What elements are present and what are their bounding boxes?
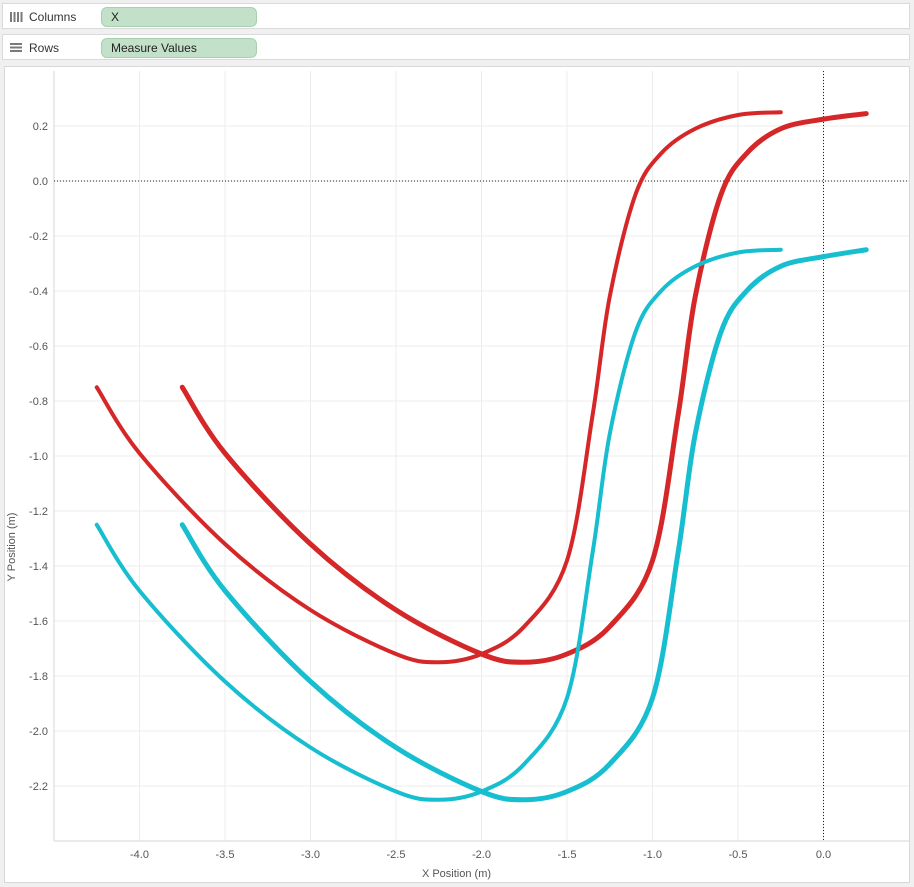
- y-tick-label: -0.4: [29, 286, 48, 298]
- y-tick-label: -1.8: [29, 671, 48, 683]
- x-tick-label: -4.0: [130, 849, 149, 861]
- rows-shelf-label: Rows: [9, 39, 59, 57]
- x-tick-label: -2.5: [387, 849, 406, 861]
- y-axis-title: Y Position (m): [6, 513, 18, 582]
- y-tick-label: -1.2: [29, 506, 48, 518]
- columns-label-text: Columns: [29, 10, 76, 24]
- y-tick-label: -2.2: [29, 781, 48, 793]
- rows-pill-measure-values[interactable]: Measure Values: [101, 38, 257, 58]
- series-line-2[interactable]: [182, 114, 866, 663]
- x-tick-label: -0.5: [729, 849, 748, 861]
- y-tick-label: -0.6: [29, 341, 48, 353]
- rows-shelf[interactable]: Rows Measure Values: [2, 34, 910, 60]
- y-tick-label: -1.6: [29, 616, 48, 628]
- scatter-chart[interactable]: -4.0 -3.5 -3.0 -2.5 -2.0 -1.5 -1.0 -0.5 0.0 0.2 0.…: [5, 67, 909, 882]
- rows-icon: [9, 42, 23, 54]
- x-tick-label: -1.0: [643, 849, 662, 861]
- columns-shelf[interactable]: Columns X: [2, 3, 910, 29]
- series-line-3[interactable]: [97, 250, 781, 800]
- x-tick-label: -3.0: [301, 849, 320, 861]
- grid-lines: [54, 71, 909, 841]
- y-tick-label: -1.0: [29, 451, 48, 463]
- y-tick-label: -0.2: [29, 231, 48, 243]
- y-tick-label: -0.8: [29, 396, 48, 408]
- x-tick-label: 0.0: [816, 849, 831, 861]
- series-line-1[interactable]: [97, 112, 781, 662]
- columns-pill-x[interactable]: X: [101, 7, 257, 27]
- viz-panel[interactable]: -4.0 -3.5 -3.0 -2.5 -2.0 -1.5 -1.0 -0.5 0.0 0.2 0.…: [4, 66, 910, 883]
- x-axis-title: X Position (m): [422, 868, 491, 880]
- y-tick-label: 0.0: [33, 176, 48, 188]
- columns-icon: [9, 11, 23, 23]
- columns-shelf-label: Columns: [9, 8, 76, 26]
- y-tick-label: -2.0: [29, 726, 48, 738]
- x-tick-label: -3.5: [216, 849, 235, 861]
- series-line-4[interactable]: [182, 250, 866, 800]
- y-tick-label: 0.2: [33, 121, 48, 133]
- rows-label-text: Rows: [29, 41, 59, 55]
- x-tick-label: -2.0: [472, 849, 491, 861]
- x-tick-label: -1.5: [558, 849, 577, 861]
- y-tick-label: -1.4: [29, 561, 48, 573]
